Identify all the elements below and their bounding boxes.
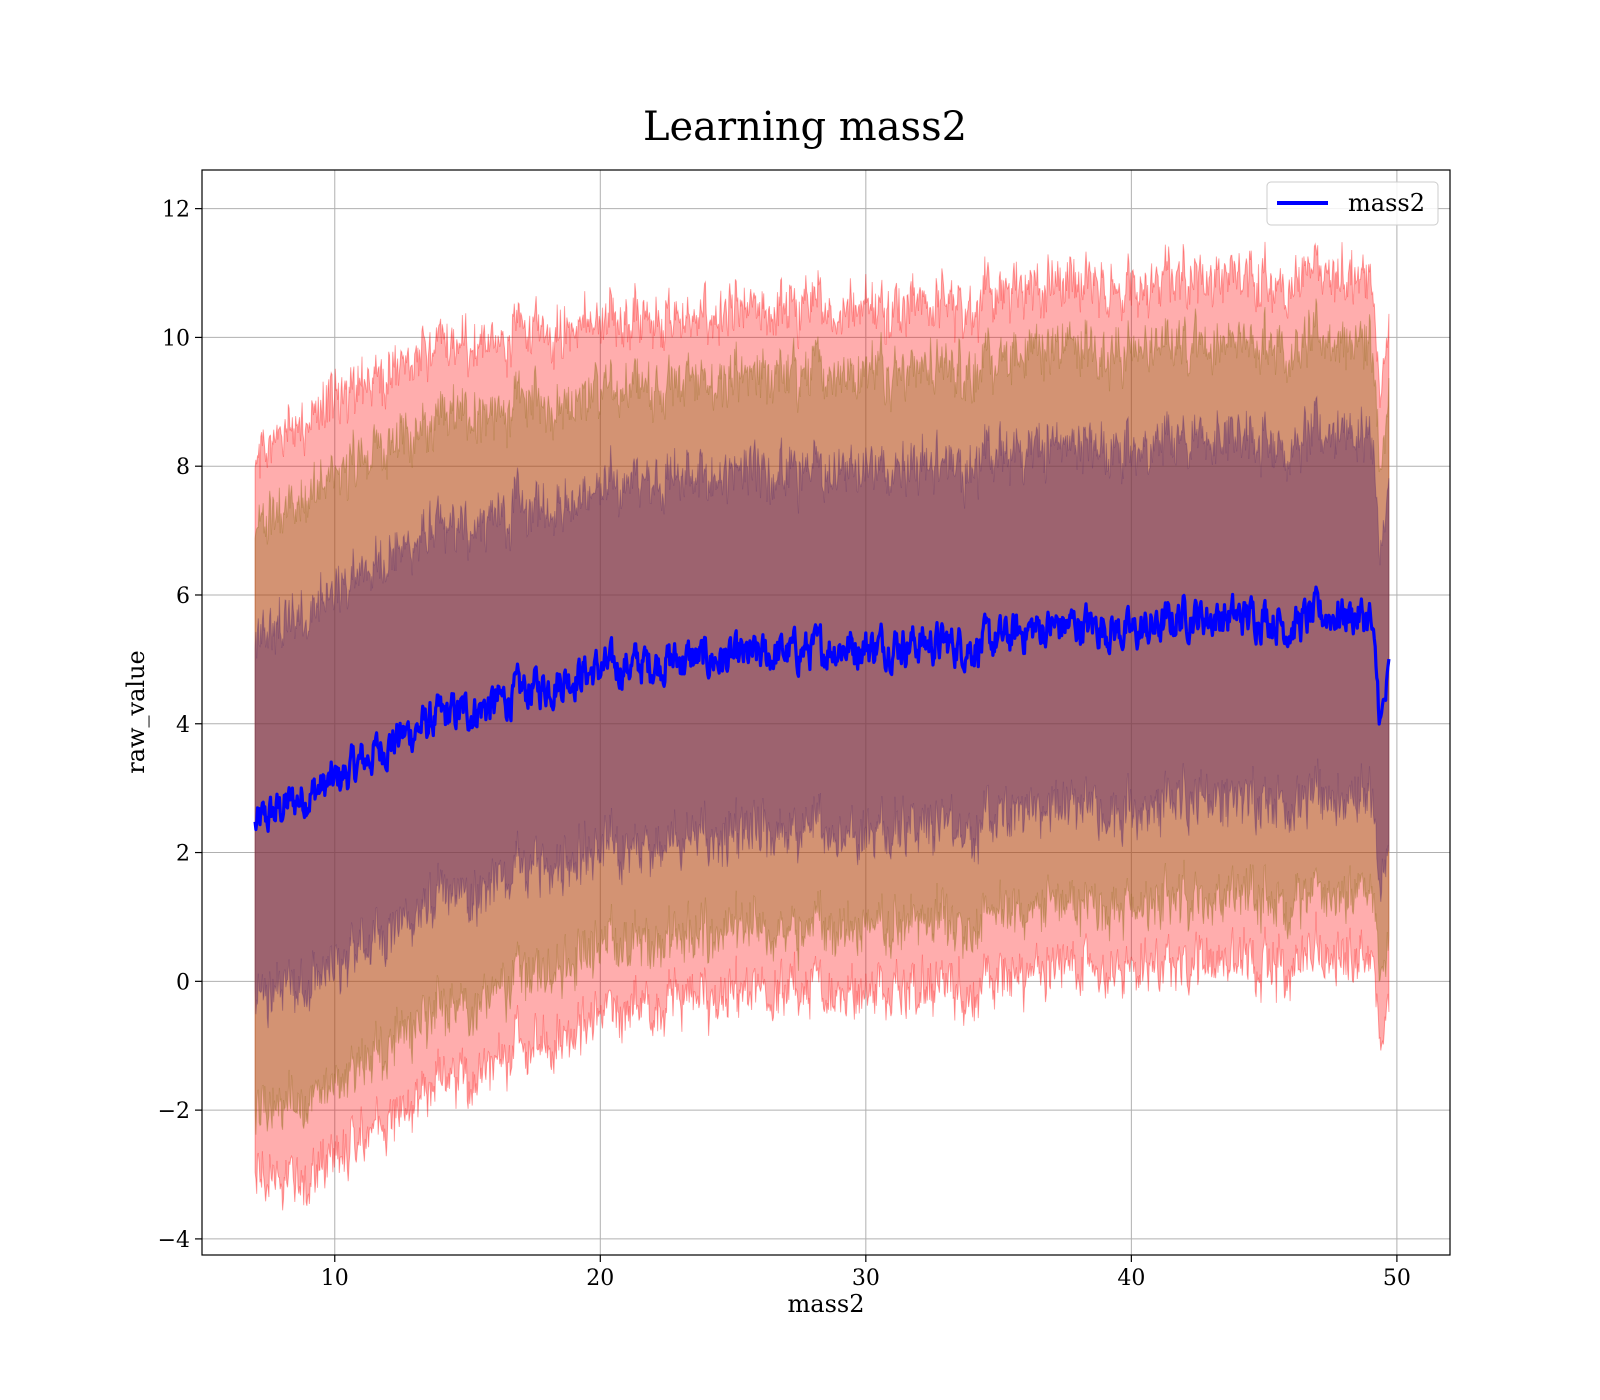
grid-layer — [202, 170, 1450, 1255]
y-tick-label: 6 — [176, 584, 190, 609]
x-tick-label: 50 — [1383, 1266, 1411, 1291]
y-tick-label: 10 — [162, 326, 190, 351]
y-tick-label: 2 — [176, 842, 190, 867]
legend-box — [1266, 181, 1439, 226]
tick-layer: 10 20 30 40 50 −4 −2 0 2 4 6 8 10 12 — [158, 198, 1411, 1291]
x-tick-label: 40 — [1117, 1266, 1145, 1291]
x-axis-label: mass2 — [788, 1290, 865, 1318]
y-axis-label: raw_value — [122, 650, 150, 774]
y-tick-label: 12 — [162, 198, 190, 223]
band-1sd — [254, 395, 1390, 1029]
y-tick-label: −4 — [158, 1228, 190, 1253]
chart-title: Learning mass2 — [643, 104, 967, 150]
band-2sd — [254, 298, 1390, 1135]
y-tick-label: 8 — [176, 455, 190, 480]
plot-frame — [201, 169, 1451, 1256]
x-tick-label: 20 — [586, 1266, 614, 1291]
series-line-mass2 — [253, 585, 1391, 833]
legend: mass2 — [1266, 181, 1439, 226]
band-3sd — [254, 241, 1390, 1211]
x-tick-label: 10 — [321, 1266, 349, 1291]
y-tick-label: −2 — [158, 1099, 190, 1124]
x-tick-label: 30 — [852, 1266, 880, 1291]
line-layer — [253, 585, 1391, 833]
band-layer — [254, 241, 1390, 1211]
y-tick-label: 4 — [176, 713, 190, 738]
y-tick-label: 0 — [176, 970, 190, 995]
legend-label-mass2: mass2 — [1348, 189, 1425, 217]
